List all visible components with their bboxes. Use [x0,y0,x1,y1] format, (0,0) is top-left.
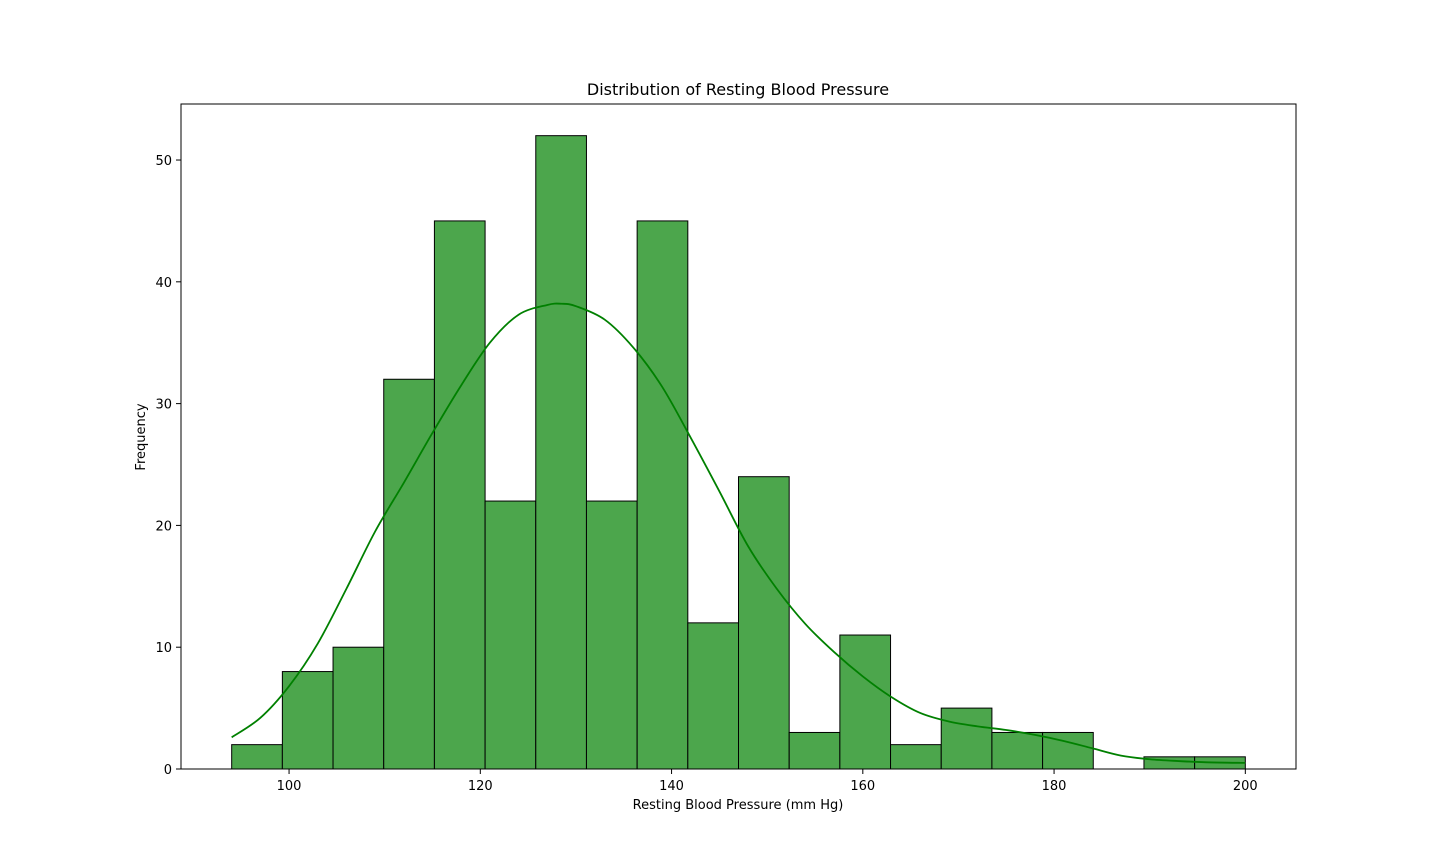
y-tick-label: 30 [155,398,172,413]
y-tick-label: 10 [155,641,172,656]
x-tick-label: 140 [659,779,684,794]
y-tick-label: 20 [155,519,172,534]
x-tick-label: 200 [1233,779,1258,794]
y-axis-ticks: 0 10 20 30 40 50 [155,154,181,778]
histogram-bar [585,500,638,770]
bars-group [231,135,1246,770]
y-tick-label: 0 [164,763,172,778]
x-tick-label: 180 [1042,779,1067,794]
y-tick-label: 40 [155,276,172,291]
histogram-bar [484,500,537,770]
histogram-bar [839,634,892,770]
x-tick-label: 120 [468,779,493,794]
histogram-bar [281,671,334,770]
histogram-bar [788,731,841,770]
histogram-bar [940,707,993,770]
histogram-bar [332,646,385,770]
histogram-bar [231,744,283,770]
plot-frame [180,103,1297,770]
histogram-bar [890,744,942,770]
x-axis-title: Resting Blood Pressure (mm Hg) [633,798,844,813]
histogram-bar [991,731,1044,770]
x-axis-ticks: 100 120 140 160 180 200 [277,769,1258,794]
chart-title: Distribution of Resting Blood Pressure [587,80,889,99]
histogram-bar [535,135,587,770]
y-axis-title: Frequency [134,403,149,470]
histogram-bar [738,476,790,770]
histogram-bar [383,378,435,770]
kde-curve [231,302,1246,764]
y-tick-label: 50 [155,154,172,169]
x-tick-label: 100 [277,779,302,794]
histogram-bar [433,220,486,770]
x-tick-label: 160 [850,779,875,794]
histogram-bar [636,220,689,770]
histogram-bar [687,622,739,770]
